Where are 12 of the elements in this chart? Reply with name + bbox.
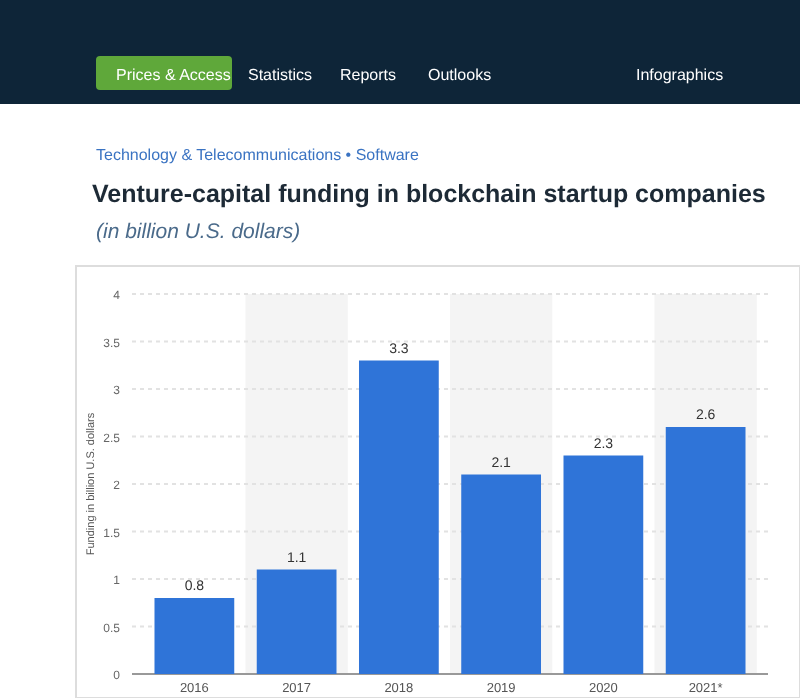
bar <box>256 569 337 674</box>
text: Reports <box>340 66 397 84</box>
text: Prices & Access <box>116 66 231 84</box>
bar <box>154 598 235 674</box>
text: Technology & Telecommunications • Software <box>96 146 420 164</box>
chart-subtitle: (in billion U.S. dollars) <box>96 220 301 244</box>
text: Statistics <box>248 66 313 84</box>
bar <box>359 360 439 674</box>
text: Outlooks <box>428 66 492 84</box>
text: Infographics <box>636 66 724 84</box>
chart-title: Venture-capital funding in blockchain startup companies <box>92 180 766 208</box>
bar <box>563 455 644 674</box>
